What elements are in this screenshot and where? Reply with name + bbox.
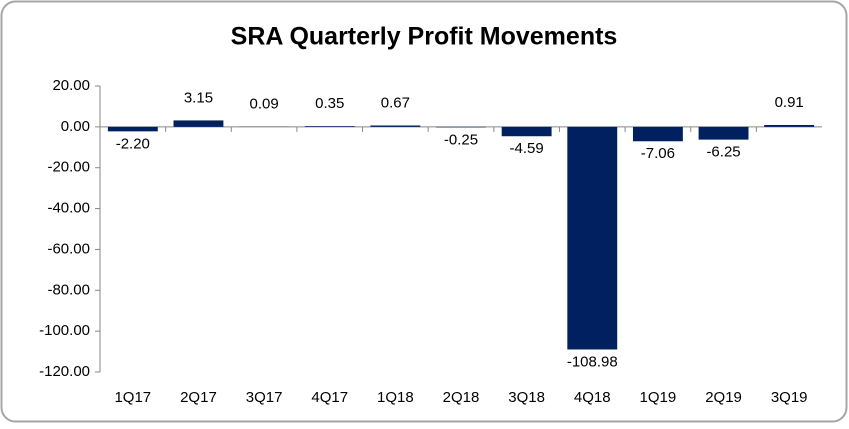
x-tick-label: 4Q18	[574, 389, 611, 406]
data-label: -0.25	[444, 131, 478, 148]
data-label: 0.09	[249, 96, 278, 113]
x-tick-label: 2Q17	[180, 389, 217, 406]
data-label: -4.59	[510, 140, 544, 157]
bar	[567, 127, 617, 350]
x-tick-label: 2Q19	[705, 389, 742, 406]
x-tick-label: 2Q18	[443, 389, 480, 406]
y-tick-label: -20.00	[47, 159, 90, 176]
x-tick-label: 1Q19	[640, 389, 677, 406]
bar	[305, 126, 355, 127]
x-tick-label: 1Q18	[377, 389, 414, 406]
bar	[436, 127, 486, 128]
data-label: 0.91	[775, 94, 804, 111]
y-tick-label: -40.00	[47, 200, 90, 217]
y-tick-label: 20.00	[52, 77, 90, 94]
x-tick-label: 3Q19	[771, 389, 808, 406]
bar	[502, 127, 552, 136]
data-label: 0.67	[381, 94, 410, 111]
bar	[764, 125, 814, 127]
bar	[370, 125, 420, 126]
y-tick-label: 0.00	[61, 118, 90, 135]
x-tick-label: 1Q17	[114, 389, 151, 406]
y-tick-label: -60.00	[47, 240, 90, 257]
y-tick-label: -80.00	[47, 281, 90, 298]
bar	[108, 127, 158, 131]
x-tick-label: 3Q17	[246, 389, 283, 406]
x-tick-label: 4Q17	[311, 389, 348, 406]
bar	[633, 127, 683, 141]
y-tick-label: -120.00	[39, 363, 90, 380]
y-tick-label: -100.00	[39, 322, 90, 339]
chart-frame	[2, 2, 847, 422]
data-label: 0.35	[315, 95, 344, 112]
data-label: -7.06	[641, 145, 675, 162]
bar	[699, 127, 749, 140]
data-label: -6.25	[706, 144, 740, 161]
data-label: 3.15	[184, 89, 213, 106]
bar	[174, 120, 224, 126]
x-tick-label: 3Q18	[508, 389, 545, 406]
chart-title: SRA Quarterly Profit Movements	[231, 23, 618, 51]
data-label: -2.20	[116, 135, 150, 152]
data-label: -108.98	[567, 353, 618, 370]
